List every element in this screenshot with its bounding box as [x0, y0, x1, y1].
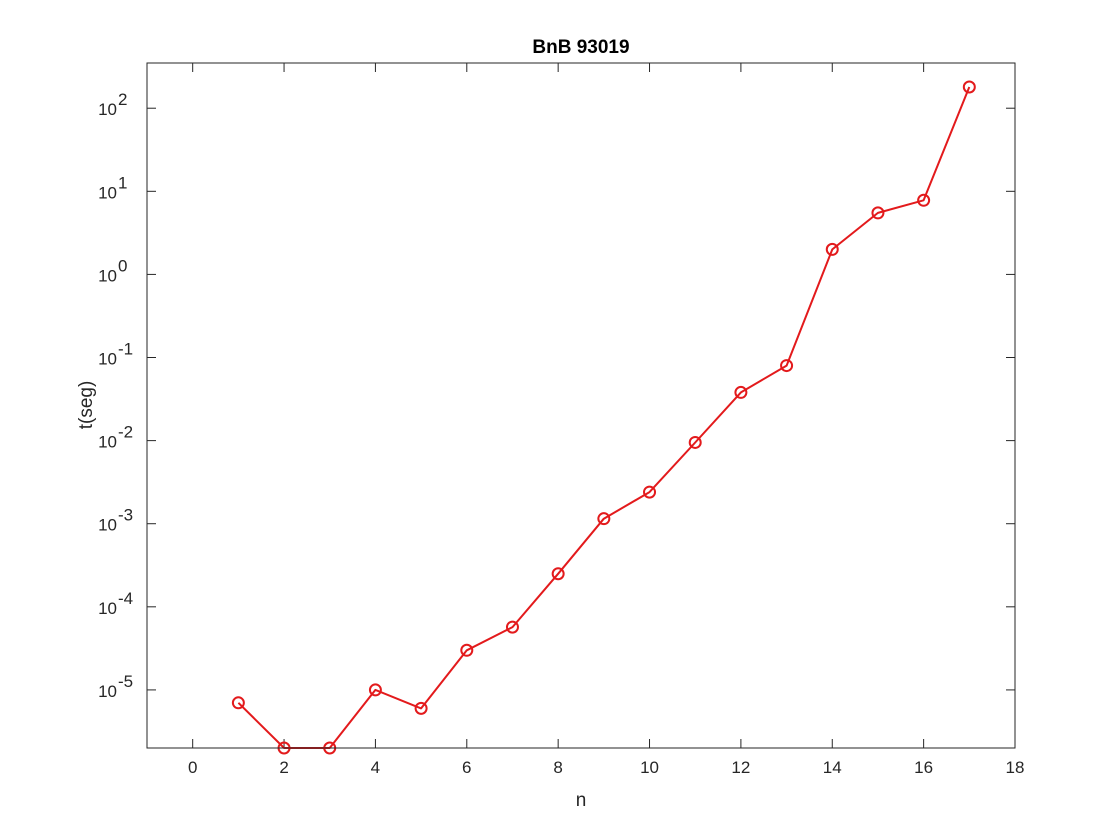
data-point [231, 696, 245, 710]
x-tick-label: 14 [823, 758, 842, 777]
data-point [871, 206, 885, 220]
y-tick-label-base: 10 [98, 183, 117, 202]
x-tick-label: 18 [1006, 758, 1025, 777]
data-point [505, 620, 519, 634]
y-tick-label-base: 10 [98, 682, 117, 701]
y-tick-label-exponent: 2 [118, 90, 127, 109]
data-point [643, 485, 657, 499]
plot-frame [146, 62, 1016, 749]
x-tick-label: 12 [731, 758, 750, 777]
y-tick-label-exponent: 0 [118, 256, 127, 275]
x-tick-label: 16 [914, 758, 933, 777]
data-point [368, 683, 382, 697]
data-point [917, 193, 931, 207]
y-axis-label: t(seg) [76, 381, 97, 430]
x-tick-label: 10 [640, 758, 659, 777]
data-point [825, 242, 839, 256]
series-line [237, 86, 971, 749]
x-tick-label: 6 [462, 758, 471, 777]
y-tick-label-base: 10 [98, 599, 117, 618]
y-tick-label-exponent: -4 [118, 589, 133, 608]
data-point [734, 385, 748, 399]
y-tick-label-base: 10 [98, 266, 117, 285]
y-tick-label-exponent: -3 [118, 506, 133, 525]
y-tick-label-base: 10 [98, 516, 117, 535]
x-tick-label: 2 [279, 758, 288, 777]
data-point [688, 435, 702, 449]
x-tick-label: 0 [188, 758, 197, 777]
chart-title: BnB 93019 [532, 37, 629, 58]
data-point [551, 567, 565, 581]
data-point [597, 512, 611, 526]
y-tick-label-base: 10 [98, 350, 117, 369]
x-tick-label: 4 [371, 758, 380, 777]
x-tick-label: 8 [553, 758, 562, 777]
data-point [962, 80, 976, 94]
y-tick-label-exponent: -2 [118, 423, 133, 442]
x-axis-label: n [576, 790, 587, 811]
data-point [780, 359, 794, 373]
y-tick-label-base: 10 [98, 433, 117, 452]
y-tick-label-exponent: -5 [118, 672, 133, 691]
y-tick-label-exponent: -1 [118, 340, 133, 359]
y-tick-label-base: 10 [98, 100, 117, 119]
data-point [414, 701, 428, 715]
y-tick-label-exponent: 1 [118, 173, 127, 192]
data-point [460, 643, 474, 657]
x-axis-ticks: 0 2 4 6 8 10 12 14 16 18 [188, 63, 1025, 777]
plot-area [147, 63, 1015, 748]
